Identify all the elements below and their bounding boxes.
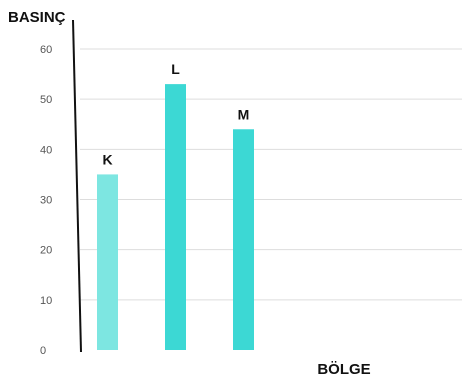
y-tick-labels: 0 10 20 30 40 50 60 (40, 44, 52, 357)
bar-label-k: K (102, 151, 112, 167)
y-tick-label: 50 (40, 94, 52, 106)
bars (97, 84, 254, 350)
bar-k (97, 174, 118, 350)
bar-m (233, 129, 254, 350)
y-tick-label: 30 (40, 195, 52, 207)
y-tick-label: 60 (40, 44, 52, 56)
y-axis-title: BASINÇ (8, 9, 66, 26)
y-axis-line (72, 19, 82, 353)
bar-label-l: L (171, 61, 180, 77)
y-tick-label: 0 (40, 345, 46, 357)
x-axis-title: BÖLGE (317, 361, 370, 378)
y-tick-label: 40 (40, 144, 52, 156)
bar-labels: K L M (102, 61, 249, 167)
grid-lines (80, 48, 462, 301)
bar-label-m: M (238, 106, 250, 122)
y-tick-label: 10 (40, 295, 52, 307)
bar-l (165, 84, 186, 350)
y-tick-label: 20 (40, 245, 52, 257)
